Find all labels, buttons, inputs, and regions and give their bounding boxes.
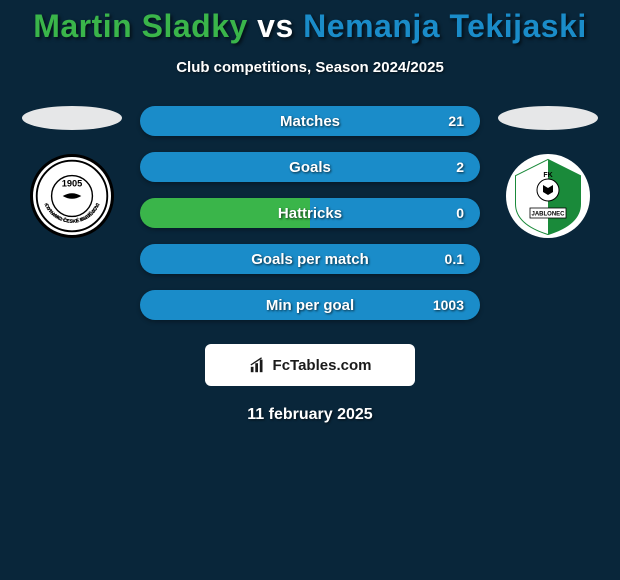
- date-label: 11 february 2025: [0, 406, 620, 424]
- stat-right-value: 21: [448, 113, 464, 129]
- stat-row: Goals2: [140, 152, 480, 182]
- stat-row: Matches21: [140, 106, 480, 136]
- chart-icon: [249, 356, 267, 374]
- player2-club-logo: FK JABLONEC: [506, 154, 590, 238]
- brand-text: FcTables.com: [273, 357, 372, 374]
- stat-right-value: 1003: [433, 297, 464, 313]
- brand-badge: FcTables.com: [205, 344, 415, 386]
- subtitle: Club competitions, Season 2024/2025: [0, 59, 620, 76]
- stat-label: Matches: [140, 113, 480, 130]
- stat-right-value: 0: [456, 205, 464, 221]
- svg-text:JABLONEC: JABLONEC: [531, 212, 565, 218]
- page-title: Martin Sladky vs Nemanja Tekijaski: [0, 8, 620, 45]
- stat-right-value: 0.1: [445, 251, 464, 267]
- stat-row: Goals per match0.1: [140, 244, 480, 274]
- player1-silhouette: [22, 106, 122, 130]
- dynamo-logo-icon: 1905 SK DYNAMO ČESKÉ BUDĚJOVICE SK DYNAM…: [33, 154, 111, 238]
- stats-column: Matches21 Goals2 Hattricks0 Goals per match…: [140, 106, 480, 320]
- stat-label: Goals: [140, 159, 480, 176]
- player1-club-logo: 1905 SK DYNAMO ČESKÉ BUDĚJOVICE SK DYNAM…: [30, 154, 114, 238]
- stat-row: Min per goal1003: [140, 290, 480, 320]
- content-row: 1905 SK DYNAMO ČESKÉ BUDĚJOVICE SK DYNAM…: [0, 106, 620, 320]
- stat-label: Goals per match: [140, 251, 480, 268]
- player2-name: Nemanja Tekijaski: [303, 8, 587, 44]
- stat-row: Hattricks0: [140, 198, 480, 228]
- player1-side: 1905 SK DYNAMO ČESKÉ BUDĚJOVICE SK DYNAM…: [22, 106, 122, 238]
- infographic-root: Martin Sladky vs Nemanja Tekijaski Club …: [0, 0, 620, 424]
- vs-text: vs: [257, 8, 294, 44]
- player1-name: Martin Sladky: [33, 8, 248, 44]
- jablonec-logo-icon: FK JABLONEC: [506, 154, 590, 238]
- player2-side: FK JABLONEC: [498, 106, 598, 238]
- svg-text:FK: FK: [543, 172, 552, 179]
- stat-right-value: 2: [456, 159, 464, 175]
- stat-label: Min per goal: [140, 297, 480, 314]
- stat-label: Hattricks: [140, 205, 480, 222]
- svg-text:1905: 1905: [62, 179, 83, 189]
- player2-silhouette: [498, 106, 598, 130]
